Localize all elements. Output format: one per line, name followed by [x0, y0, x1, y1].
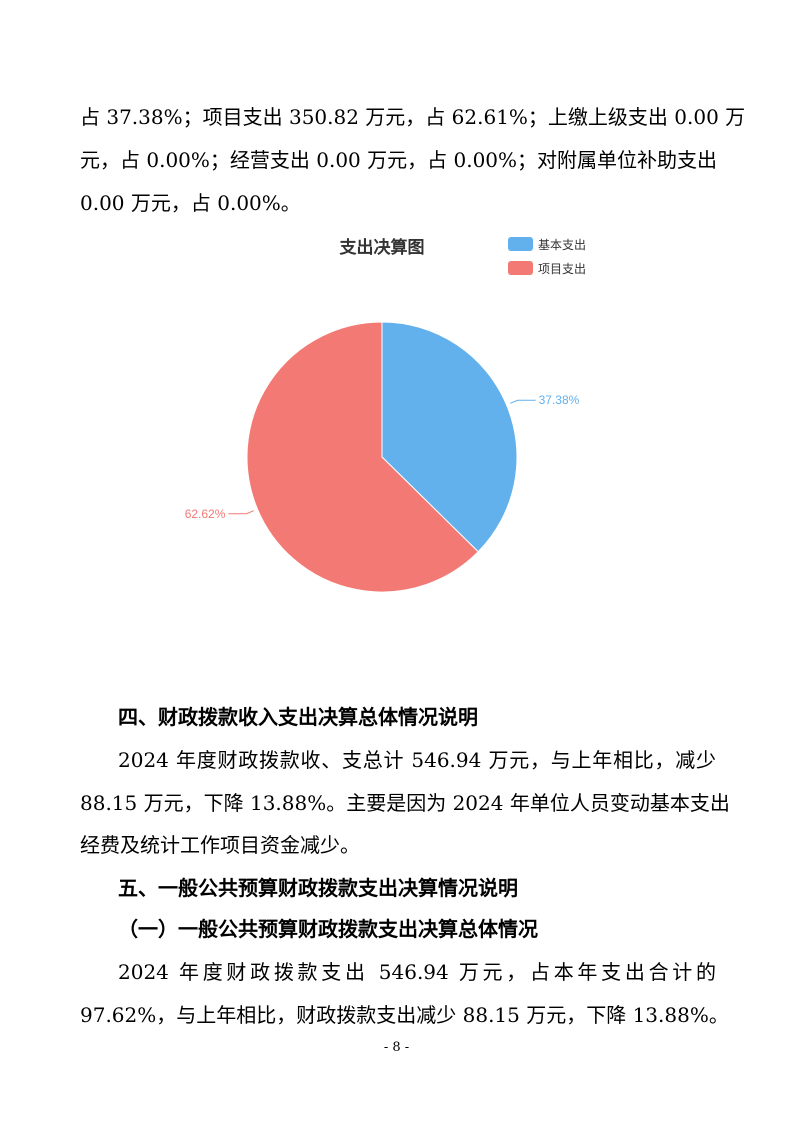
legend-label[interactable]: 基本支出 [538, 238, 586, 252]
label-leader-line [228, 510, 254, 515]
body-text-line: 2024 年度财政拨款支出 546.94 万元，占本年支出合计的 [118, 960, 716, 984]
pie-slice [381, 321, 518, 553]
body-text-line: 占 37.38%；项目支出 350.82 万元，占 62.61%；上缴上级支出 … [80, 105, 746, 129]
pie-slice [246, 321, 479, 593]
body-text-line: 经费及统计工作项目资金减少。 [80, 833, 360, 857]
page-number: - 8 - [383, 1040, 410, 1055]
label-leader-line [510, 399, 536, 404]
section-subheading: （一）一般公共预算财政拨款支出决算总体情况 [118, 917, 538, 941]
body-text-line: 元，占 0.00%；经营支出 0.00 万元，占 0.00%；对附属单位补助支出 [80, 148, 718, 172]
body-text-line: 97.62%，与上年相比，财政拨款支出减少 88.15 万元，下降 13.88%… [80, 1003, 729, 1027]
body-text-line: 2024 年度财政拨款收、支总计 546.94 万元，与上年相比，减少 [118, 748, 716, 772]
body-text-line: 0.00 万元，占 0.00%。 [80, 191, 301, 215]
legend-swatch[interactable] [508, 237, 533, 251]
slice-label: 37.38% [539, 393, 580, 407]
chart-title: 支出决算图 [340, 237, 425, 257]
section-heading: 五、一般公共预算财政拨款支出决算情况说明 [118, 876, 518, 900]
body-text-line: 88.15 万元，下降 13.88%。主要是因为 2024 年单位人员变动基本支… [80, 791, 730, 815]
section-heading: 四、财政拨款收入支出决算总体情况说明 [118, 705, 478, 729]
slice-label: 62.62% [185, 507, 226, 521]
legend-label[interactable]: 项目支出 [538, 262, 586, 276]
legend-swatch[interactable] [508, 261, 533, 275]
